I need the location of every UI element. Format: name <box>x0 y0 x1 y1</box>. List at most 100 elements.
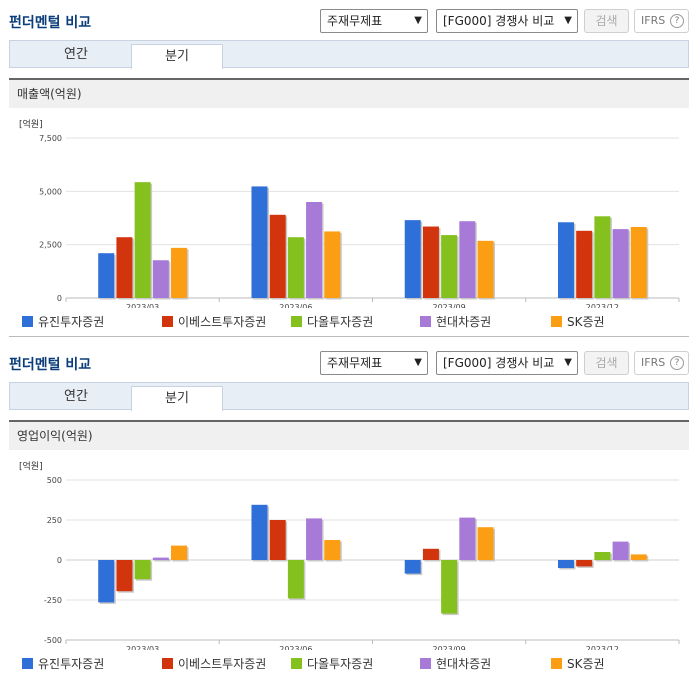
y-tick-label: -250 <box>44 596 62 605</box>
bar <box>594 552 611 560</box>
tab-quarterly[interactable]: 분기 <box>131 44 223 69</box>
bar <box>269 214 286 298</box>
legend-label: SK증권 <box>567 657 605 671</box>
bar <box>134 182 151 298</box>
legend-item[interactable]: 현대차증권 <box>420 313 491 330</box>
x-tick-label: 2023/06 <box>279 645 312 650</box>
legend-item[interactable]: SK증권 <box>551 313 605 330</box>
y-tick-label: 250 <box>47 516 62 525</box>
bar <box>98 253 115 298</box>
bar <box>630 226 647 298</box>
legend-item[interactable]: 현대차증권 <box>420 655 491 672</box>
legend-item[interactable]: 이베스트투자증권 <box>162 313 266 330</box>
divider <box>9 336 689 337</box>
bar <box>306 518 323 560</box>
help-icon: ? <box>670 14 684 28</box>
y-tick-label: 500 <box>47 476 62 485</box>
bar <box>171 247 188 298</box>
section-title: 펀더멘털 비교 <box>9 15 92 31</box>
legend-swatch <box>162 316 173 327</box>
bar <box>612 229 629 298</box>
y-tick-label: -500 <box>44 636 62 645</box>
chart-title: 매출액(억원) <box>9 78 689 108</box>
bar <box>630 554 647 560</box>
tab-annual[interactable]: 연간 <box>64 47 88 62</box>
legend-item[interactable]: 유진투자증권 <box>22 313 104 330</box>
compare-select[interactable]: [FG000] 경쟁사 비교 ▼ <box>436 351 578 375</box>
legend-item[interactable]: 유진투자증권 <box>22 655 104 672</box>
bar <box>459 517 476 560</box>
legend-label: SK증권 <box>567 315 605 329</box>
operating-profit-chart: [억원] -500 -250 0 250 500 2023/03 2023/06 2023/09… <box>19 460 680 650</box>
chevron-down-icon: ▼ <box>414 15 422 26</box>
bar <box>404 220 421 298</box>
chart-title: 영업이익(억원) <box>9 420 689 450</box>
bar <box>557 222 574 298</box>
chart-legend: 유진투자증권 이베스트투자증권 다올투자증권 현대차증권 SK증권 <box>22 313 682 329</box>
legend-label: 이베스트투자증권 <box>178 315 267 329</box>
bar <box>269 520 286 560</box>
bar <box>134 560 151 580</box>
bar <box>404 560 421 574</box>
bar <box>324 540 341 560</box>
chart-legend: 유진투자증권 이베스트투자증권 다올투자증권 현대차증권 SK증권 <box>22 655 682 671</box>
x-tick-label: 2023/09 <box>433 645 466 650</box>
x-tick-label: 2023/03 <box>126 303 159 308</box>
bar <box>171 545 188 560</box>
bar-shadow <box>154 559 171 562</box>
y-tick-label: 0 <box>57 294 62 303</box>
x-tick-label: 2023/06 <box>279 303 312 308</box>
legend-item[interactable]: 다올투자증권 <box>291 313 373 330</box>
bar <box>324 231 341 298</box>
y-tick-label: 0 <box>57 556 62 565</box>
help-icon: ? <box>670 356 684 370</box>
legend-label: 유진투자증권 <box>38 657 105 671</box>
bar <box>152 260 169 298</box>
search-button[interactable]: 검색 <box>584 351 629 375</box>
chevron-down-icon: ▼ <box>414 357 422 368</box>
compare-select[interactable]: [FG000] 경쟁사 비교 ▼ <box>436 9 578 33</box>
bar <box>287 237 304 298</box>
legend-swatch <box>551 658 562 669</box>
statement-select-value: 주재무제표 <box>327 356 383 370</box>
unit-label: [억원] <box>19 460 43 472</box>
bar <box>441 235 458 298</box>
tab-annual[interactable]: 연간 <box>64 389 88 404</box>
legend-swatch <box>22 316 33 327</box>
legend-swatch <box>22 658 33 669</box>
unit-label: [억원] <box>19 118 43 130</box>
legend-label: 이베스트투자증권 <box>178 657 267 671</box>
y-tick-label: 5,000 <box>39 187 62 196</box>
legend-swatch <box>162 658 173 669</box>
bar <box>594 216 611 298</box>
compare-select-value: [FG000] 경쟁사 비교 <box>443 356 555 370</box>
section-title: 펀더멘털 비교 <box>9 357 92 373</box>
tab-quarterly[interactable]: 분기 <box>131 386 223 411</box>
statement-select[interactable]: 주재무제표 ▼ <box>320 351 428 375</box>
ifrs-help-button[interactable]: IFRS? <box>634 351 689 375</box>
bar <box>251 186 268 298</box>
x-tick-label: 2023/03 <box>126 645 159 650</box>
bar <box>576 560 593 567</box>
search-button[interactable]: 검색 <box>584 9 629 33</box>
compare-select-value: [FG000] 경쟁사 비교 <box>443 14 555 28</box>
x-tick-label: 2023/12 <box>586 645 619 650</box>
legend-item[interactable]: 이베스트투자증권 <box>162 655 266 672</box>
ifrs-help-button[interactable]: IFRS? <box>634 9 689 33</box>
legend-item[interactable]: SK증권 <box>551 655 605 672</box>
legend-swatch <box>420 316 431 327</box>
chevron-down-icon: ▼ <box>564 357 572 368</box>
y-tick-label: 2,500 <box>39 241 62 250</box>
x-tick-label: 2023/09 <box>433 303 466 308</box>
bar <box>287 560 304 599</box>
bar <box>477 240 494 298</box>
legend-item[interactable]: 다올투자증권 <box>291 655 373 672</box>
statement-select[interactable]: 주재무제표 ▼ <box>320 9 428 33</box>
statement-select-value: 주재무제표 <box>327 14 383 28</box>
bar <box>422 548 439 560</box>
bar <box>251 504 268 560</box>
bar <box>459 221 476 298</box>
legend-label: 현대차증권 <box>436 657 492 671</box>
legend-swatch <box>291 658 302 669</box>
legend-label: 다올투자증권 <box>307 315 374 329</box>
